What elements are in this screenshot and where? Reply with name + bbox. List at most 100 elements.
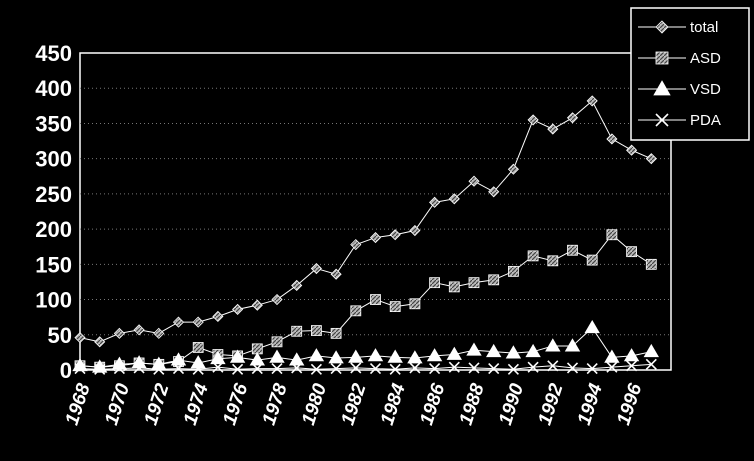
data-point-pda — [488, 363, 500, 375]
data-point-asd — [330, 327, 342, 339]
x-tick-label: 1996 — [613, 381, 646, 428]
legend-marker-square — [655, 51, 669, 65]
series-pda — [74, 358, 657, 375]
data-point-asd — [271, 336, 283, 348]
gridlines — [80, 87, 671, 336]
data-point-total — [74, 332, 86, 344]
data-point-total — [566, 112, 579, 124]
data-point-pda — [645, 358, 657, 370]
data-point-asd — [370, 294, 381, 305]
data-point-asd — [468, 277, 480, 289]
x-tick-label: 1976 — [219, 381, 252, 428]
data-point-total — [448, 193, 460, 205]
y-tick-label: 150 — [35, 252, 72, 277]
data-point-asd — [626, 246, 637, 258]
series-line-pda — [79, 363, 652, 370]
data-point-total — [291, 279, 303, 292]
data-point-asd — [192, 342, 204, 353]
y-tick-label: 450 — [35, 41, 72, 66]
data-point-total — [645, 153, 657, 165]
y-tick-label: 50 — [48, 323, 72, 348]
data-point-total — [606, 133, 618, 145]
data-point-total — [350, 239, 362, 251]
data-point-pda — [94, 363, 106, 375]
data-point-vsd — [170, 352, 187, 366]
data-point-pda — [74, 363, 86, 375]
data-point-total — [153, 327, 165, 339]
data-point-vsd — [486, 343, 502, 358]
data-point-vsd — [505, 345, 522, 359]
legend-item-asd: ASD — [638, 50, 721, 67]
data-point-total — [212, 310, 224, 323]
x-tick-label: 1984 — [377, 381, 410, 428]
data-point-total — [172, 316, 185, 328]
plot-area — [79, 52, 672, 371]
legend-marker-diamond — [655, 20, 669, 34]
legend-label: VSD — [690, 81, 721, 98]
x-tick-label: 1970 — [101, 381, 134, 428]
data-point-asd — [389, 301, 401, 313]
data-point-vsd — [249, 352, 265, 366]
data-point-pda — [606, 361, 618, 373]
data-point-pda — [330, 363, 342, 375]
data-point-asd — [310, 325, 322, 336]
data-point-vsd — [269, 349, 285, 363]
data-point-vsd — [407, 350, 423, 364]
legend: total ASD VSD PDA — [630, 7, 750, 141]
data-point-asd — [448, 281, 460, 293]
data-point-vsd — [229, 349, 246, 363]
series-group — [72, 95, 659, 375]
data-point-pda — [212, 361, 224, 373]
data-point-total — [488, 186, 500, 198]
data-point-pda — [626, 360, 638, 372]
data-point-total — [626, 144, 638, 156]
data-point-total — [527, 114, 539, 126]
data-point-pda — [291, 362, 303, 374]
data-point-pda — [448, 361, 460, 373]
data-point-pda — [113, 363, 125, 375]
legend-item-total: total — [638, 19, 718, 36]
x-tick-label: 1972 — [141, 381, 174, 428]
legend-marker-x — [655, 113, 669, 127]
data-point-vsd — [210, 350, 226, 365]
data-point-pda — [350, 362, 362, 374]
data-point-total — [94, 336, 106, 348]
data-point-vsd — [545, 338, 561, 352]
data-point-pda — [547, 360, 559, 372]
data-point-asd — [547, 255, 559, 267]
data-point-vsd — [623, 348, 640, 362]
y-tick-label: 400 — [35, 76, 72, 101]
y-axis: 0 50 100 150 200 250 300 350 400 450 — [35, 41, 72, 383]
data-point-pda — [172, 363, 185, 375]
data-point-pda — [133, 362, 145, 374]
data-point-pda — [409, 362, 421, 374]
x-tick-label: 1990 — [495, 381, 528, 428]
data-point-asd — [409, 298, 421, 310]
data-point-vsd — [564, 338, 581, 352]
data-point-total — [586, 95, 598, 107]
data-point-total — [113, 327, 125, 339]
data-point-total — [232, 303, 244, 315]
data-point-vsd — [584, 319, 600, 334]
x-tick-label: 1988 — [456, 381, 489, 428]
data-point-pda — [271, 363, 283, 375]
data-point-asd — [527, 250, 539, 262]
legend-marker-triangle — [653, 80, 671, 96]
data-point-pda — [310, 363, 322, 375]
data-point-pda — [586, 363, 598, 375]
data-point-vsd — [328, 350, 344, 364]
x-tick-label: 1978 — [259, 381, 292, 428]
data-point-asd — [429, 277, 441, 289]
data-point-total — [389, 229, 401, 241]
data-point-pda — [566, 362, 579, 374]
data-point-total — [310, 262, 322, 275]
data-point-vsd — [466, 342, 482, 356]
data-point-vsd — [643, 343, 659, 358]
x-tick-label: 1980 — [298, 381, 331, 428]
y-tick-label: 0 — [60, 358, 72, 383]
data-point-pda — [192, 363, 204, 375]
data-point-pda — [468, 362, 480, 374]
data-point-pda — [429, 363, 441, 375]
data-point-asd — [291, 325, 303, 337]
